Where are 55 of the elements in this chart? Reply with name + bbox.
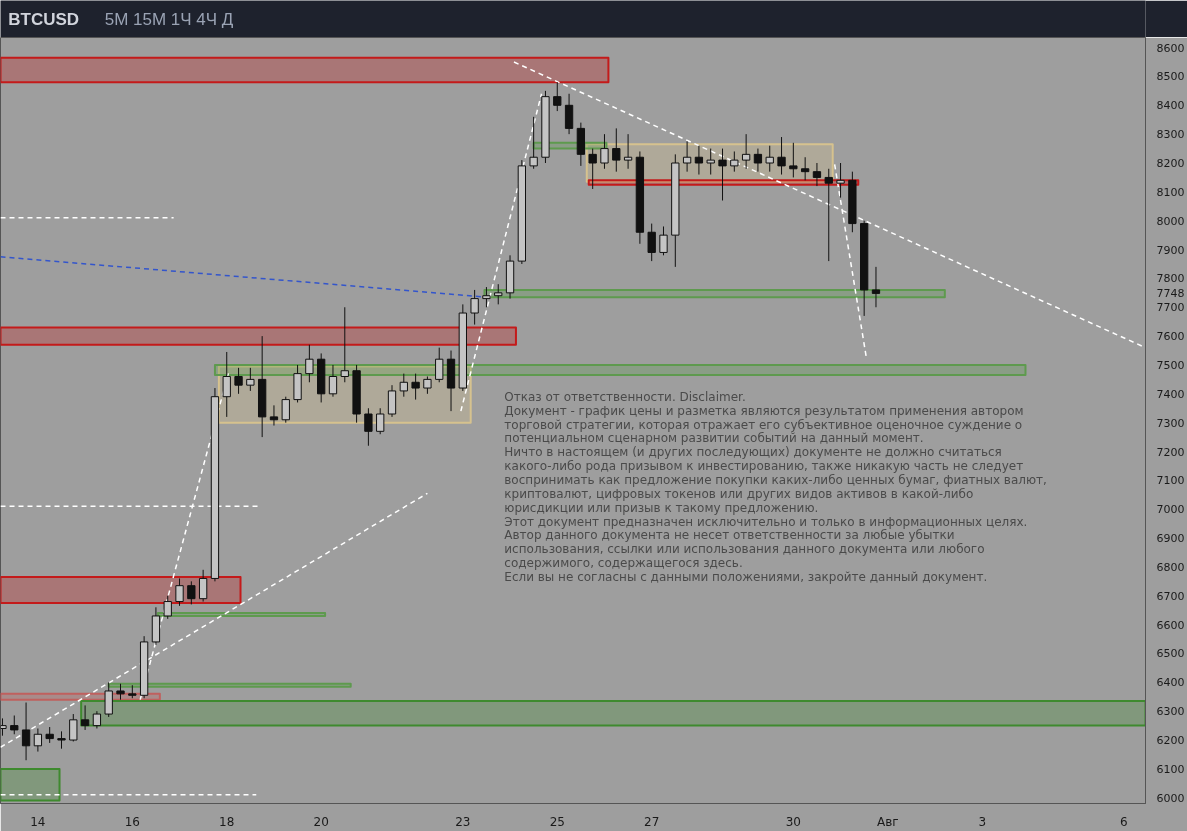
y-tick-label: 8300 (1156, 128, 1185, 142)
chart-title: BTCUSD (8, 9, 80, 29)
y-tick-label: 6500 (1156, 647, 1185, 661)
annotation: юрисдикции или призыв к такому предложению. (504, 500, 819, 515)
annotation: Ничто в настоящем (и других последующих) документе не должно считаться (504, 445, 1002, 460)
x-tick-label: 23 (455, 814, 471, 829)
y-tick-label: 7300 (1156, 416, 1185, 430)
annotation: использования, ссылки или использования данного документа или любого (504, 542, 985, 557)
chart-subtitle: 5M 15M 1Ч 4Ч Д (104, 9, 234, 29)
x-tick-label: 30 (785, 814, 801, 829)
annotation: Этот документ предназначен исключительно и только в информационных целях. (504, 514, 1028, 529)
y-tick-label: 7400 (1156, 387, 1185, 401)
y-tick-label: 7900 (1156, 243, 1185, 257)
y-tick-label: 7100 (1156, 474, 1185, 488)
x-tick-label: 14 (30, 814, 46, 829)
y-tick-label: 6700 (1156, 589, 1185, 603)
y-tick-label: 7200 (1156, 445, 1185, 459)
x-tick-label: 6 (1120, 814, 1128, 829)
annotation: какого-либо рода призывом к инвестированию, также никакую часть не следует (504, 459, 1024, 474)
y-tick-label: 8600 (1156, 41, 1185, 55)
x-tick-label: 16 (124, 814, 140, 829)
y-tick-label: 7700 (1156, 301, 1185, 315)
annotation: Если вы не согласны с данными положениями, закройте данный документ. (504, 569, 988, 584)
y-tick-label: 6900 (1156, 532, 1185, 546)
y-tick-label: 8200 (1156, 157, 1185, 170)
x-tick-label: 3 (978, 814, 987, 829)
x-tick-label: 25 (549, 814, 565, 829)
annotation: воспринимать как предложение покупки каких-либо ценных бумаг, фиатных валют, (504, 472, 1047, 487)
y-tick-label: 7600 (1156, 330, 1185, 344)
annotation: криптовалют, цифровых токенов или других видов активов в какой-либо (504, 486, 974, 501)
y-tick-label: 8100 (1156, 185, 1185, 199)
annotation: Отказ от ответственности. Disclaimer. (504, 389, 746, 404)
x-tick-label: 20 (313, 814, 329, 829)
annotation: содержимого, содержащегося здесь. (504, 556, 743, 571)
y-tick-label: 8400 (1156, 99, 1185, 113)
y-tick-label: 7000 (1156, 503, 1185, 517)
y-tick-label: 7748 (1156, 287, 1185, 301)
x-tick-label: Авг (876, 814, 899, 829)
x-tick-label: 27 (644, 814, 660, 829)
y-tick-label: 8500 (1156, 70, 1185, 84)
y-tick-label: 7800 (1156, 272, 1185, 286)
annotation: Документ - график цены и разметка являются результатом применения автором (504, 403, 1024, 418)
y-tick-label: 7500 (1156, 358, 1185, 372)
y-tick-label: 6800 (1156, 560, 1185, 574)
annotation: потенциальном сценарном развитии событий на данный момент. (504, 431, 924, 446)
y-tick-label: 6000 (1156, 791, 1185, 805)
annotation: торговой стратегии, которая отражает его субъективное оценочное суждение о (504, 417, 1023, 432)
y-tick-label: 6400 (1156, 676, 1185, 690)
annotation: Автор данного документа не несет ответственности за любые убытки (504, 528, 955, 543)
x-tick-label: 18 (219, 814, 235, 829)
y-tick-label: 6300 (1156, 705, 1185, 719)
y-tick-label: 6100 (1156, 762, 1185, 776)
y-tick-label: 6600 (1156, 618, 1185, 632)
y-tick-label: 6200 (1156, 734, 1185, 748)
y-tick-label: 8000 (1156, 214, 1185, 228)
